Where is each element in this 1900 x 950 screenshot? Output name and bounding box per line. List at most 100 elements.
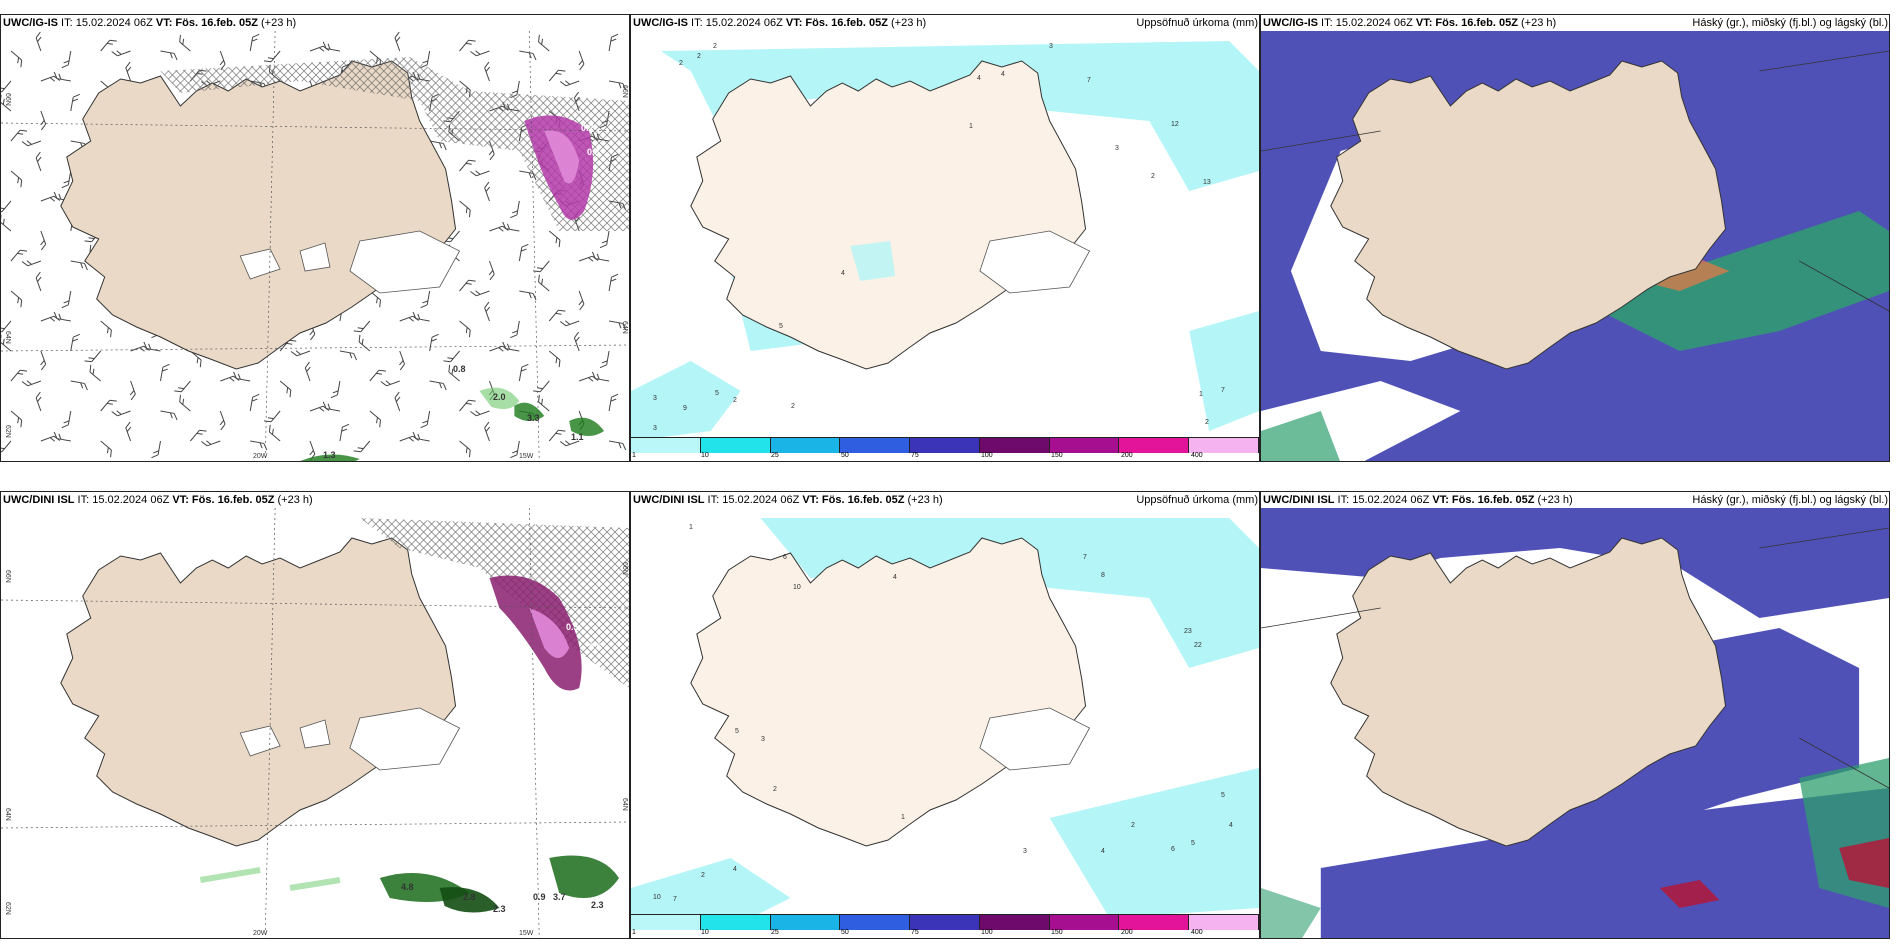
- legend-tick: 1: [632, 452, 636, 459]
- valid-time: VT: Fös. 16.feb. 05Z: [155, 17, 258, 29]
- precip-value: 2: [733, 397, 737, 404]
- precip-value: 1: [689, 524, 693, 531]
- panel-header: UWC/IG-IS IT: 15.02.2024 06Z VT: Fös. 16…: [631, 15, 1259, 31]
- map-panel-dini-wind: UWC/DINI ISL IT: 15.02.2024 06Z VT: Fös.…: [0, 491, 630, 939]
- field-title: Háský (gr.), miðský (fj.bl.) og lágský (…: [1692, 17, 1888, 29]
- precip-value: 5: [1221, 792, 1225, 799]
- lat-label: 64N: [4, 808, 11, 821]
- model-name: UWC/DINI ISL: [1263, 494, 1335, 506]
- init-time: IT: 15.02.2024 06Z: [74, 494, 173, 506]
- lon-label: 20W: [253, 453, 268, 460]
- precip-value: 2: [697, 53, 701, 60]
- precip-value: 2: [713, 43, 717, 50]
- init-time: IT: 15.02.2024 06Z: [688, 17, 786, 29]
- init-time: IT: 15.02.2024 06Z: [58, 17, 156, 29]
- precip-value: 22: [1194, 642, 1202, 649]
- precip-value: 1: [901, 814, 905, 821]
- legend-tick: 400: [1191, 929, 1203, 936]
- legend-tick: 200: [1121, 452, 1133, 459]
- model-name: UWC/IG-IS: [3, 17, 58, 29]
- panel-header: UWC/IG-IS IT: 15.02.2024 06Z VT: Fös. 16…: [1261, 15, 1889, 31]
- precip-value: 2: [701, 872, 705, 879]
- precip-value: 13: [1203, 179, 1211, 186]
- legend-tick: 100: [981, 452, 993, 459]
- precip-value: 2: [1151, 173, 1155, 180]
- precip-value: 3: [1023, 848, 1027, 855]
- precip-value: 5: [779, 323, 783, 330]
- lead-time: (+23 h): [1517, 17, 1557, 29]
- precip-value: 2: [1131, 822, 1135, 829]
- legend-tick: 10: [701, 452, 709, 459]
- lat-label: 62N: [4, 425, 11, 438]
- panel-header: UWC/DINI ISL IT: 15.02.2024 06Z VT: Fös.…: [631, 492, 1259, 508]
- precip-value: 9: [683, 405, 687, 412]
- wind-map: [1, 508, 629, 938]
- cloud-map: [1261, 31, 1889, 461]
- snow-value: 2.0: [493, 392, 506, 402]
- model-name: UWC/IG-IS: [1263, 17, 1318, 29]
- precip-value: 6: [1171, 846, 1175, 853]
- lon-label: 15W: [519, 453, 534, 460]
- legend-tick: 1: [632, 929, 636, 936]
- precip-value: 10: [653, 894, 661, 901]
- lat-label: 66N: [4, 93, 11, 106]
- map-panel-igis-precip: UWC/IG-IS IT: 15.02.2024 06Z VT: Fös. 16…: [630, 14, 1260, 462]
- snow-value: 0.2: [581, 123, 594, 133]
- map-panel-dini-cloud: UWC/DINI ISL IT: 15.02.2024 06Z VT: Fös.…: [1260, 491, 1890, 939]
- lat-label: 62N: [4, 902, 11, 915]
- legend-tick: 100: [981, 929, 993, 936]
- precip-value: 3: [1115, 145, 1119, 152]
- lat-label: 66N: [4, 570, 11, 583]
- snow-value: 4.8: [401, 882, 414, 892]
- precip-value: 4: [1001, 71, 1005, 78]
- legend-tick: 25: [771, 929, 779, 936]
- lat-label: 64N: [621, 321, 628, 334]
- precip-legend: 1 10 25 50 75 100 150 200 400: [631, 437, 1259, 461]
- precip-value: 3: [653, 425, 657, 432]
- valid-time: VT: Fös. 16.feb. 05Z: [1432, 494, 1535, 506]
- legend-tick: 25: [771, 452, 779, 459]
- lon-label: 15W: [519, 930, 534, 937]
- map-panel-dini-precip: UWC/DINI ISL IT: 15.02.2024 06Z VT: Fös.…: [630, 491, 1260, 939]
- model-name: UWC/IG-IS: [633, 17, 688, 29]
- precip-value: 12: [1171, 121, 1179, 128]
- snow-value: 0.9: [533, 892, 546, 902]
- precip-value: 5: [715, 390, 719, 397]
- lat-label: 64N: [621, 798, 628, 811]
- init-time: IT: 15.02.2024 06Z: [1318, 17, 1416, 29]
- precip-value: 1: [969, 123, 973, 130]
- snow-value: 3.7: [553, 892, 566, 902]
- legend-tick: 400: [1191, 452, 1203, 459]
- precip-value: 4: [841, 270, 845, 277]
- lat-label: 66N: [621, 85, 628, 98]
- model-name: UWC/DINI ISL: [3, 494, 75, 506]
- legend-tick: 10: [701, 929, 709, 936]
- panel-header: UWC/DINI ISL IT: 15.02.2024 06Z VT: Fös.…: [1, 492, 629, 508]
- snow-value: 0.3: [587, 147, 600, 157]
- legend-tick: 150: [1051, 452, 1063, 459]
- legend-tick: 50: [841, 452, 849, 459]
- snow-value: 0.8: [453, 364, 466, 374]
- precip-value: 2: [679, 60, 683, 67]
- snow-value: 2.3: [493, 904, 506, 914]
- map-panel-igis-wind: UWC/IG-IS IT: 15.02.2024 06Z VT: Fös. 16…: [0, 14, 630, 462]
- valid-time: VT: Fös. 16.feb. 05Z: [802, 494, 905, 506]
- lon-label: 20W: [253, 930, 268, 937]
- precip-value: 7: [1083, 554, 1087, 561]
- precip-value: 7: [1221, 387, 1225, 394]
- panel-header: UWC/DINI ISL IT: 15.02.2024 06Z VT: Fös.…: [1261, 492, 1889, 508]
- snow-value: 2.8: [463, 892, 476, 902]
- precip-value: 2: [1205, 419, 1209, 426]
- precip-value: 2: [791, 403, 795, 410]
- precip-value: 1: [1199, 391, 1203, 398]
- valid-time: VT: Fös. 16.feb. 05Z: [1415, 17, 1518, 29]
- init-time: IT: 15.02.2024 06Z: [704, 494, 803, 506]
- lead-time: (+23 h): [274, 494, 313, 506]
- snow-value: 2.3: [591, 900, 604, 910]
- snow-value: 0.5: [566, 622, 579, 632]
- field-title: Háský (gr.), miðský (fj.bl.) og lágský (…: [1692, 494, 1888, 506]
- snow-value: 3.3: [527, 413, 540, 423]
- valid-time: VT: Fös. 16.feb. 05Z: [172, 494, 275, 506]
- lead-time: (+23 h): [904, 494, 943, 506]
- precip-value: 5: [735, 728, 739, 735]
